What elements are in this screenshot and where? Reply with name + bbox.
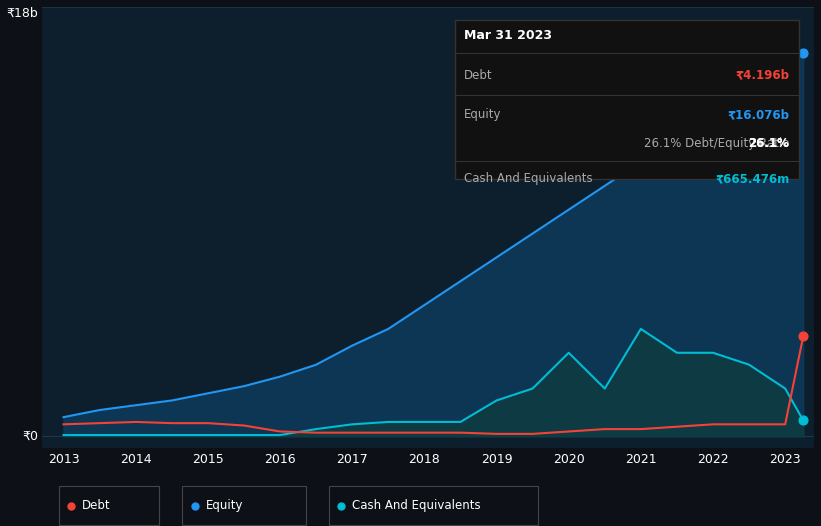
Text: ₹16.076b: ₹16.076b <box>727 108 789 122</box>
Text: ₹665.476m: ₹665.476m <box>715 173 789 185</box>
Point <box>796 416 810 424</box>
Text: Mar 31 2023: Mar 31 2023 <box>464 29 553 42</box>
Point <box>796 332 810 340</box>
Text: Equity: Equity <box>205 499 243 512</box>
Text: Equity: Equity <box>464 108 502 122</box>
Text: ₹0: ₹0 <box>22 430 38 443</box>
Point <box>796 48 810 57</box>
Text: 26.1%: 26.1% <box>748 137 789 150</box>
Text: Cash And Equivalents: Cash And Equivalents <box>464 173 593 185</box>
Text: Debt: Debt <box>464 69 493 82</box>
Text: ₹4.196b: ₹4.196b <box>736 69 789 82</box>
Text: ₹18b: ₹18b <box>7 7 38 20</box>
Text: Debt: Debt <box>82 499 111 512</box>
Text: Cash And Equivalents: Cash And Equivalents <box>352 499 481 512</box>
Text: 26.1%: 26.1% <box>749 137 789 150</box>
Text: 26.1% Debt/Equity Ratio: 26.1% Debt/Equity Ratio <box>644 137 789 150</box>
FancyBboxPatch shape <box>455 20 799 179</box>
